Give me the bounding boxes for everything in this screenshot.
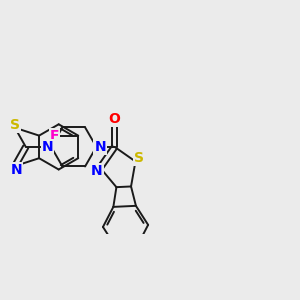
- Text: O: O: [109, 112, 121, 126]
- Text: N: N: [42, 140, 53, 154]
- Text: N: N: [94, 140, 106, 154]
- Text: N: N: [91, 164, 103, 178]
- Text: N: N: [11, 163, 22, 177]
- Text: F: F: [50, 129, 59, 142]
- Text: S: S: [10, 118, 20, 132]
- Text: S: S: [134, 151, 143, 165]
